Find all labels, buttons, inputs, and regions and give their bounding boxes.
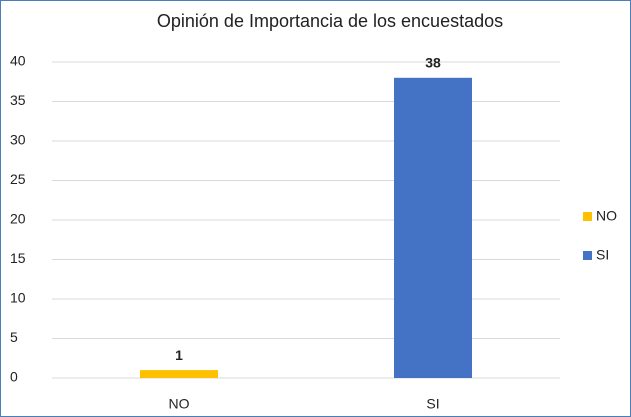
y-tick-label: 0 bbox=[10, 369, 18, 385]
y-tick-label: 30 bbox=[10, 132, 26, 148]
x-tick-label: NO bbox=[169, 396, 190, 412]
bar bbox=[140, 370, 218, 378]
bar bbox=[394, 77, 472, 379]
y-tick-label: 35 bbox=[10, 92, 26, 108]
legend-label: NO bbox=[596, 208, 617, 224]
x-tick-label: SI bbox=[426, 396, 439, 412]
legend-swatch bbox=[583, 212, 592, 221]
chart-title: Opinión de Importancia de los encuestado… bbox=[157, 11, 503, 31]
y-tick-label: 25 bbox=[10, 171, 26, 187]
data-label: 1 bbox=[175, 347, 183, 363]
y-tick-label: 40 bbox=[10, 53, 26, 69]
legend-label: SI bbox=[596, 247, 609, 263]
data-label: 38 bbox=[425, 55, 441, 71]
y-tick-label: 15 bbox=[10, 250, 26, 266]
y-tick-label: 10 bbox=[10, 290, 26, 306]
y-tick-label: 20 bbox=[10, 211, 26, 227]
y-tick-label: 5 bbox=[10, 329, 18, 345]
legend-swatch bbox=[583, 251, 592, 260]
